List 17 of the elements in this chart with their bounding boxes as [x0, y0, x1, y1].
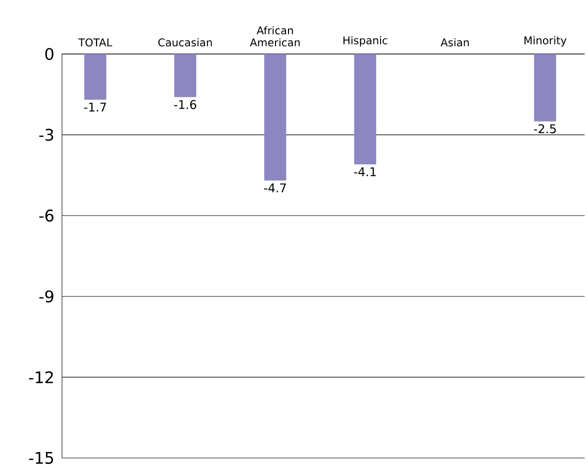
- x-tick-label: Hispanic: [343, 36, 388, 46]
- x-tick-label: Asian: [440, 38, 469, 46]
- y-tick-label: -6: [39, 210, 54, 222]
- x-tick-label: TOTAL: [78, 38, 112, 46]
- x-tick-label: African American: [250, 26, 300, 46]
- data-label: -4.7: [264, 184, 286, 192]
- data-label: -1.7: [84, 102, 106, 112]
- x-tick-label: Minority: [524, 36, 566, 46]
- data-label: -4.1: [354, 167, 376, 176]
- data-label: -2.5: [534, 124, 556, 134]
- y-tick-label: 0: [45, 48, 54, 60]
- y-tick-label: -9: [39, 290, 54, 302]
- y-tick-label: -12: [29, 371, 53, 384]
- y-tick-label: -3: [39, 128, 54, 141]
- y-tick-label: -15: [29, 452, 54, 464]
- x-tick-label: Caucasian: [158, 38, 212, 46]
- data-label: -1.6: [174, 100, 196, 110]
